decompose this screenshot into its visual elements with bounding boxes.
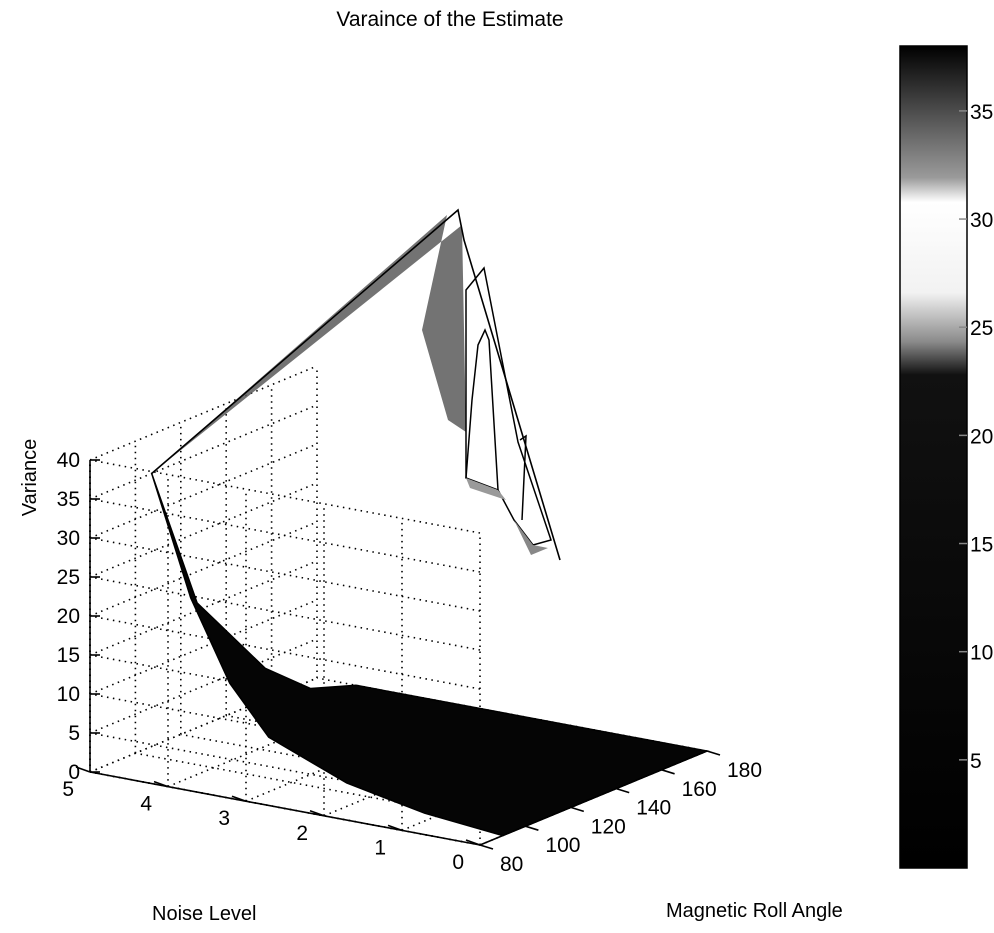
colorbar-tick-label: 10 — [970, 642, 993, 665]
y-tick-label: 2 — [296, 822, 308, 845]
grid-line-z-left — [89, 615, 481, 690]
grid-line-z-back — [89, 521, 318, 617]
surface-mesh-line — [519, 434, 527, 521]
grid-line-z-back — [89, 443, 318, 539]
colorbar-gradient — [899, 45, 968, 869]
colorbar-tick-label: 25 — [970, 317, 993, 340]
x-tick-label: 120 — [591, 815, 626, 838]
surface-highlight — [465, 266, 552, 546]
colorbar: 5 10 15 20 25 30 35 — [899, 45, 993, 869]
z-tick-label: 25 — [57, 566, 80, 589]
grid-line-z-back — [89, 365, 318, 461]
x-tick — [661, 769, 675, 775]
z-tick-label: 35 — [57, 488, 80, 511]
surface-ridge-line — [151, 208, 561, 561]
y-tick-label: 3 — [218, 807, 230, 830]
z-axis-label: Variance — [19, 438, 42, 517]
colorbar-tick-label: 15 — [970, 534, 993, 557]
grid-line-z-left — [89, 537, 481, 612]
y-tick — [465, 839, 481, 846]
grid-line-z-back — [89, 638, 318, 734]
grid-line-z-back — [89, 599, 318, 695]
y-tick-label: 0 — [452, 851, 464, 874]
z-tick-label: 30 — [57, 527, 80, 550]
x-axis-label: Magnetic Roll Angle — [666, 900, 843, 922]
colorbar-tick-label: 20 — [970, 425, 993, 448]
colorbar-tick-label: 30 — [970, 209, 993, 232]
grid-line-z-left — [89, 498, 481, 573]
z-tick-label: 0 — [68, 761, 80, 784]
surface-mesh-line — [465, 328, 499, 491]
x-tick-label: 160 — [682, 778, 717, 801]
z-tick-label: 10 — [57, 683, 80, 706]
surface-shade-left — [151, 215, 466, 474]
x-tick — [525, 825, 539, 831]
z-tick-label: 20 — [57, 605, 80, 628]
z-tick-label: 40 — [57, 449, 80, 472]
y-tick — [309, 810, 325, 817]
x-tick-label: 180 — [727, 759, 762, 782]
grid-line-z-back — [89, 560, 318, 656]
y-tick — [75, 766, 91, 773]
x-axis-line — [479, 750, 708, 846]
grid-line-z-back — [89, 404, 318, 500]
surface-shade-mid — [466, 478, 506, 500]
surface-shade-low — [514, 520, 548, 555]
y-tick — [231, 795, 247, 802]
y-axis-label: Noise Level — [152, 903, 257, 925]
y-tick-label: 1 — [374, 836, 386, 859]
y-tick — [153, 780, 169, 788]
z-tick-label: 5 — [68, 722, 80, 745]
surface-body — [150, 473, 710, 837]
z-tick-label: 15 — [57, 644, 80, 667]
x-tick-label: 140 — [636, 797, 671, 820]
grid-line-z-left — [89, 459, 481, 534]
x-tick — [479, 844, 494, 850]
grid-line-z-back — [89, 482, 318, 578]
grid-line-z-left — [89, 576, 481, 651]
colorbar-tick-label: 5 — [970, 750, 982, 773]
x-tick — [570, 806, 585, 813]
x-tick-label: 100 — [545, 834, 580, 857]
y-tick-label: 5 — [62, 778, 74, 801]
x-tick — [615, 787, 630, 794]
y-tick-label: 4 — [140, 793, 152, 816]
chart-title: Varaince of the Estimate — [336, 8, 564, 31]
x-tick — [706, 750, 721, 756]
surface — [150, 208, 710, 837]
colorbar-tick-label: 35 — [970, 101, 993, 124]
x-tick-label: 80 — [500, 853, 523, 876]
y-axis-line — [89, 771, 481, 846]
y-tick — [387, 824, 403, 832]
